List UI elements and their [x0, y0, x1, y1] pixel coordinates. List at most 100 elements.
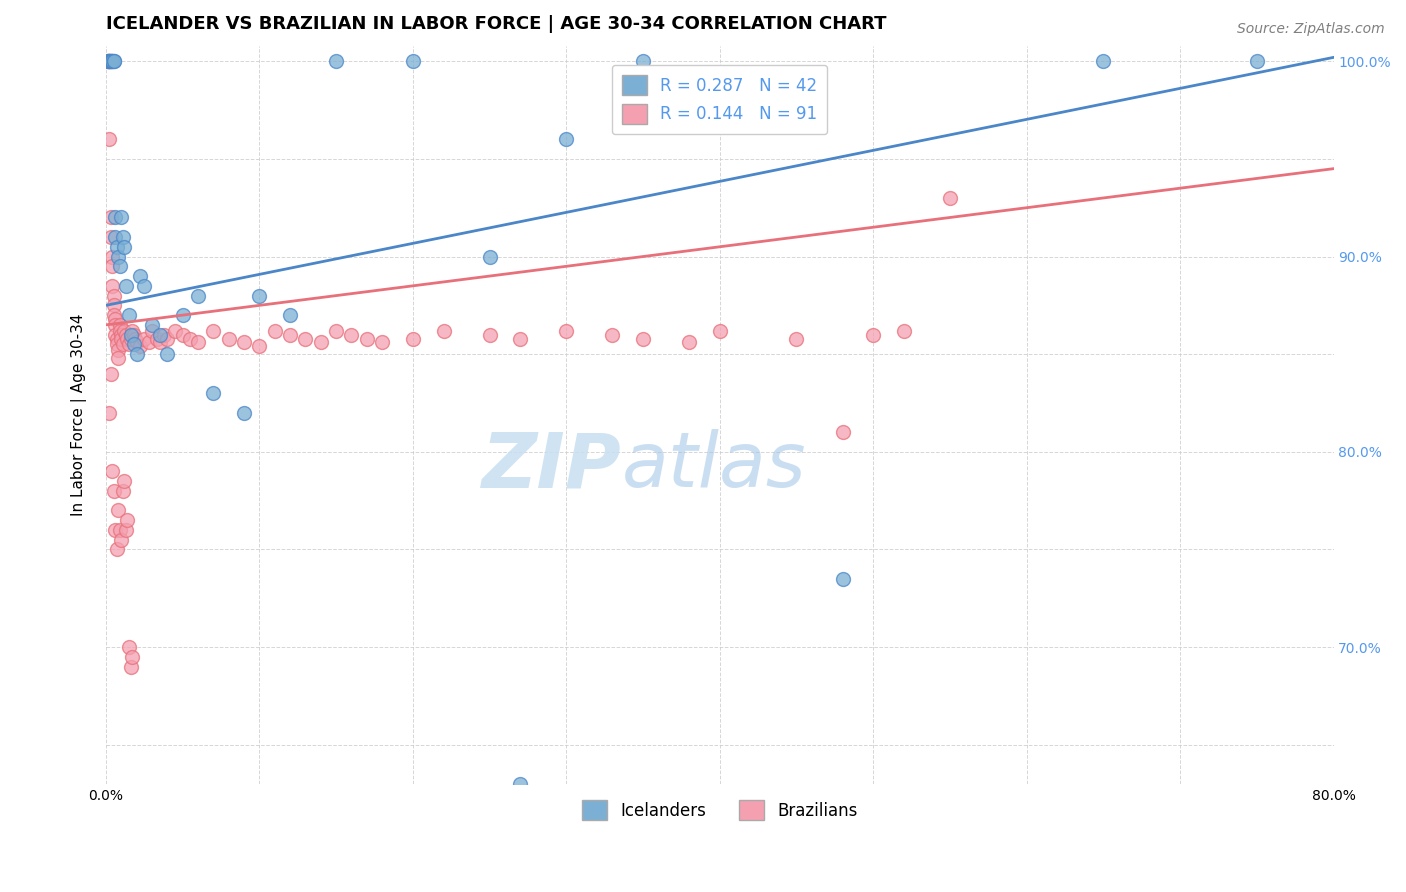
Point: [111, 230, 134, 244]
Point: [122, 337, 145, 351]
Point: [103, 54, 125, 69]
Point: [128, 268, 150, 283]
Point: [101, 260, 124, 274]
Point: [112, 474, 135, 488]
Point: [101, 54, 124, 69]
Point: [785, 332, 807, 346]
Point: [104, 211, 127, 225]
Point: [134, 278, 156, 293]
Point: [631, 54, 654, 69]
Point: [118, 337, 141, 351]
Point: [100, 54, 122, 69]
Point: [107, 250, 129, 264]
Point: [309, 335, 332, 350]
Point: [112, 324, 135, 338]
Point: [101, 464, 124, 478]
Point: [105, 240, 128, 254]
Point: [432, 324, 454, 338]
Text: Source: ZipAtlas.com: Source: ZipAtlas.com: [1237, 22, 1385, 37]
Point: [107, 343, 129, 358]
Point: [202, 386, 225, 401]
Point: [371, 335, 394, 350]
Point: [98, 54, 121, 69]
Point: [145, 332, 167, 346]
Point: [831, 425, 853, 440]
Point: [101, 278, 124, 293]
Point: [107, 503, 129, 517]
Point: [110, 211, 132, 225]
Point: [96, 54, 118, 69]
Point: [163, 324, 186, 338]
Point: [831, 572, 853, 586]
Point: [101, 250, 124, 264]
Point: [263, 324, 285, 338]
Point: [149, 335, 172, 350]
Point: [153, 327, 176, 342]
Point: [1092, 54, 1115, 69]
Point: [187, 335, 209, 350]
Point: [1246, 54, 1268, 69]
Point: [108, 318, 131, 332]
Point: [112, 240, 135, 254]
Legend: Icelanders, Brazilians: Icelanders, Brazilians: [575, 793, 865, 827]
Point: [862, 327, 884, 342]
Point: [98, 54, 121, 69]
Point: [121, 649, 143, 664]
Point: [115, 278, 138, 293]
Point: [100, 54, 122, 69]
Point: [103, 308, 125, 322]
Text: atlas: atlas: [621, 429, 806, 503]
Point: [939, 191, 962, 205]
Point: [110, 327, 132, 342]
Point: [125, 335, 148, 350]
Point: [278, 327, 301, 342]
Point: [149, 327, 172, 342]
Point: [98, 406, 121, 420]
Point: [294, 332, 316, 346]
Point: [631, 332, 654, 346]
Point: [202, 324, 225, 338]
Point: [104, 523, 127, 537]
Point: [187, 288, 209, 302]
Point: [118, 308, 141, 322]
Point: [104, 318, 127, 332]
Point: [101, 54, 124, 69]
Point: [249, 288, 271, 302]
Point: [124, 332, 146, 346]
Point: [100, 54, 122, 69]
Point: [709, 324, 731, 338]
Point: [96, 54, 118, 69]
Point: [115, 523, 138, 537]
Point: [111, 483, 134, 498]
Point: [103, 288, 125, 302]
Point: [108, 260, 131, 274]
Point: [117, 513, 139, 527]
Point: [98, 132, 121, 146]
Point: [115, 327, 138, 342]
Point: [402, 54, 425, 69]
Point: [138, 335, 160, 350]
Point: [893, 324, 915, 338]
Point: [96, 54, 118, 69]
Point: [125, 347, 148, 361]
Point: [478, 327, 501, 342]
Point: [105, 332, 128, 346]
Point: [103, 54, 125, 69]
Point: [103, 483, 125, 498]
Point: [278, 308, 301, 322]
Point: [100, 211, 122, 225]
Point: [602, 327, 624, 342]
Point: [325, 54, 347, 69]
Point: [98, 54, 121, 69]
Point: [122, 327, 145, 342]
Point: [104, 312, 127, 326]
Point: [509, 332, 531, 346]
Point: [104, 230, 127, 244]
Point: [100, 230, 122, 244]
Point: [356, 332, 378, 346]
Text: ICELANDER VS BRAZILIAN IN LABOR FORCE | AGE 30-34 CORRELATION CHART: ICELANDER VS BRAZILIAN IN LABOR FORCE | …: [105, 15, 887, 33]
Point: [111, 337, 134, 351]
Point: [105, 542, 128, 557]
Point: [218, 332, 240, 346]
Point: [110, 332, 132, 346]
